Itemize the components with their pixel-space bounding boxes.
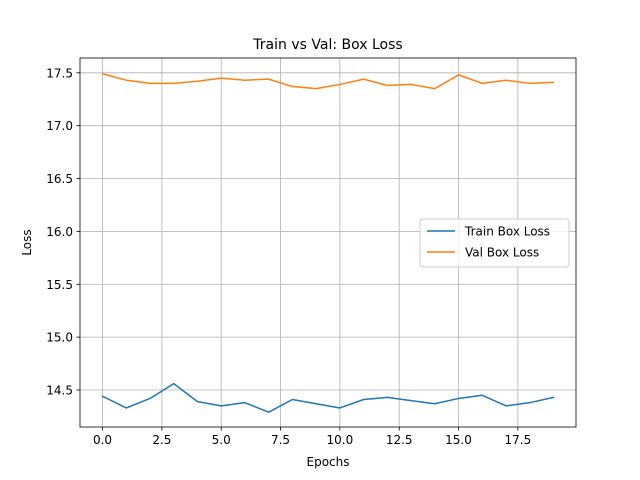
- x-tick-label: 2.5: [152, 433, 171, 447]
- legend-box: [419, 218, 570, 268]
- legend-label-val-box-loss: Val Box Loss: [465, 246, 539, 260]
- y-tick-label: 15.0: [46, 331, 73, 345]
- y-tick-label: 17.0: [46, 119, 73, 133]
- x-tick-label: 12.5: [386, 433, 413, 447]
- y-axis-label: Loss: [20, 229, 34, 255]
- x-tick-label: 0.0: [93, 433, 112, 447]
- y-tick-label: 16.0: [46, 225, 73, 239]
- x-tick-label: 5.0: [212, 433, 231, 447]
- x-axis-label: Epochs: [307, 455, 350, 469]
- legend-label-train-box-loss: Train Box Loss: [464, 225, 550, 239]
- y-tick-label: 15.5: [46, 278, 73, 292]
- axis-ticks: 0.0 2.5 5.0 7.5 10.0 12.5 15.0 17.5 14.5 15.0 15.5…: [46, 66, 531, 447]
- plot-frame: [79, 57, 577, 428]
- y-tick-label: 14.5: [46, 383, 73, 397]
- x-tick-label: 17.5: [504, 433, 531, 447]
- series-line-train-box-loss: [101, 382, 555, 413]
- series-lines: [101, 72, 555, 413]
- x-tick-label: 10.0: [327, 433, 354, 447]
- x-tick-label: 15.0: [445, 433, 472, 447]
- y-tick-label: 17.5: [46, 66, 73, 80]
- x-tick-label: 7.5: [271, 433, 290, 447]
- y-tick-label: 16.5: [46, 172, 73, 186]
- legend: Train Box Loss Val Box Loss: [419, 218, 570, 268]
- series-line-val-box-loss: [101, 72, 555, 90]
- chart-title: Train vs Val: Box Loss: [252, 37, 402, 53]
